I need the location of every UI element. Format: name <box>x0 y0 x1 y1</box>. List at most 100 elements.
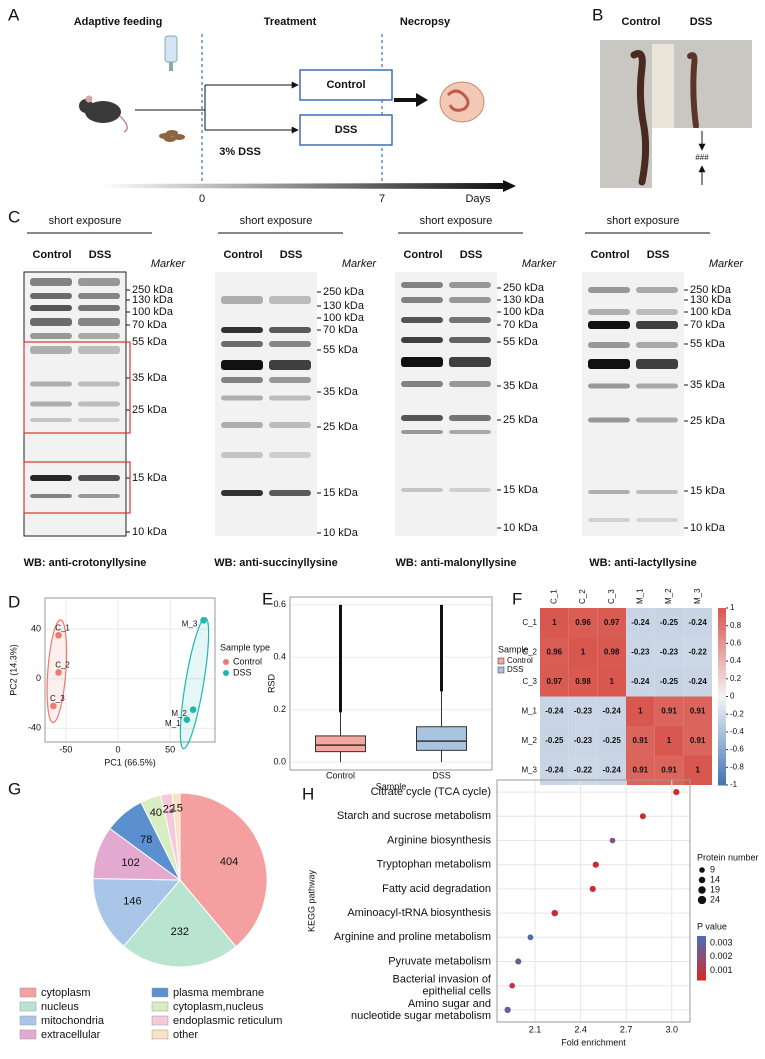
y-tick-label: Starch and sucrose metabolism <box>337 810 491 822</box>
cell-value: 0.91 <box>661 765 677 774</box>
bottle <box>164 35 178 63</box>
y-tick-label: Bacterial invasion of epithelial cells <box>393 974 492 998</box>
colorbar-step <box>718 771 726 777</box>
band <box>636 518 678 522</box>
colorbar-step <box>697 953 706 956</box>
cell-value: -0.23 <box>631 647 650 656</box>
cell-value: -0.23 <box>574 736 593 745</box>
cell <box>540 608 569 638</box>
legend-label: DSS <box>233 667 252 677</box>
band <box>401 488 443 492</box>
marker-size: 35 kDa <box>503 380 539 392</box>
cell <box>597 608 626 638</box>
plot-frame <box>44 597 216 743</box>
marker-size: 70 kDa <box>323 324 359 336</box>
point <box>200 617 207 624</box>
band <box>78 305 120 311</box>
point-label: C_3 <box>50 694 65 703</box>
cell-value: 1 <box>638 706 643 715</box>
colorbar-step <box>697 947 706 950</box>
colorbar-step <box>697 943 706 946</box>
cell <box>654 696 684 726</box>
point-label: C_1 <box>55 623 70 632</box>
cell <box>654 667 684 697</box>
band <box>30 401 72 407</box>
band <box>401 430 443 434</box>
band <box>588 383 630 389</box>
band <box>588 309 630 315</box>
lane-label: DSS <box>460 249 483 261</box>
y-tick-label: Arginine biosynthesis <box>387 834 491 846</box>
x-tick-label: DSS <box>432 770 451 780</box>
column-label: C_3 <box>607 589 616 604</box>
band <box>588 342 630 348</box>
band <box>30 381 72 387</box>
slice-label: 404 <box>220 856 238 868</box>
colorbar-step <box>697 946 706 949</box>
colorbar-step <box>718 705 726 711</box>
colorbar-step <box>697 936 706 938</box>
stage-title: Treatment <box>264 16 317 28</box>
cell <box>626 726 655 756</box>
colorbar-step <box>697 968 706 971</box>
marker-label: Marker <box>151 258 187 270</box>
colorbar-step <box>697 950 706 953</box>
colorbar-step <box>718 674 726 680</box>
box <box>416 726 467 751</box>
slice-label: 232 <box>171 926 189 938</box>
slice-label: 22 <box>163 803 175 815</box>
plot-frame <box>496 779 691 1023</box>
slice-label: 40 <box>150 807 162 819</box>
marker-label: Marker <box>342 258 378 270</box>
x-tick-label: Control <box>326 770 355 780</box>
cell <box>626 608 655 638</box>
legend-label: DSS <box>507 665 523 674</box>
cell <box>597 667 626 697</box>
box <box>315 735 366 753</box>
band <box>30 346 72 354</box>
x-axis-label: PC1 (66.5%) <box>104 757 156 767</box>
band <box>401 337 443 343</box>
colon-control <box>630 50 650 186</box>
colorbar-step <box>718 643 726 649</box>
marker-size: 15 kDa <box>690 485 726 497</box>
band <box>30 494 72 498</box>
cell-value: -0.23 <box>574 706 593 715</box>
marker-size: 130 kDa <box>132 294 174 306</box>
cell <box>626 637 655 667</box>
band <box>401 282 443 288</box>
treatment-label: 3% DSS <box>219 146 261 158</box>
cell <box>683 608 712 638</box>
band <box>449 488 491 492</box>
x-tick-label: 3.0 <box>666 1024 679 1034</box>
colorbar-label: -0.8 <box>730 762 744 771</box>
cell-value: -0.24 <box>631 618 650 627</box>
cell-value: -0.25 <box>660 618 679 627</box>
marker-size: 70 kDa <box>690 319 726 331</box>
cell-value: 0.97 <box>604 618 620 627</box>
cell-value: 1 <box>581 647 586 656</box>
cell-value: 0.91 <box>690 706 706 715</box>
colorbar-step <box>718 687 726 693</box>
marker-size: 70 kDa <box>503 319 539 331</box>
marker-size: 35 kDa <box>323 386 359 398</box>
point <box>55 669 62 676</box>
band <box>449 430 491 434</box>
cell-value: -0.24 <box>631 677 650 686</box>
colorbar-step <box>718 669 726 675</box>
band <box>78 346 120 354</box>
point-label: M_1 <box>165 719 181 728</box>
cell-value: 0.91 <box>633 765 649 774</box>
colorbar-step <box>697 975 706 978</box>
row-label: M_2 <box>521 736 537 745</box>
y-tick-label: Tryptophan metabolism <box>376 859 491 871</box>
colorbar-step <box>718 776 726 782</box>
panel-label: B <box>592 5 603 24</box>
cell-value: -0.24 <box>545 706 564 715</box>
blot-caption: WB: anti-lactyllysine <box>589 557 697 569</box>
cell <box>540 667 569 697</box>
colorbar-step <box>697 944 706 947</box>
legend-swatch <box>151 987 169 998</box>
slice-label: 102 <box>121 857 139 869</box>
band <box>221 490 263 496</box>
